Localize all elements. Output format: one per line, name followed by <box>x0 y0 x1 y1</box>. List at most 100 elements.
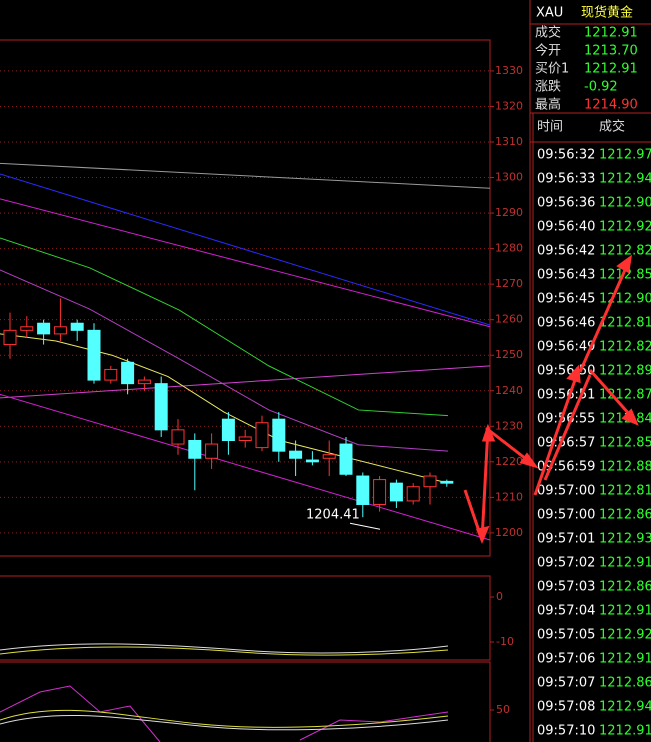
tick-price: 1212.97 <box>599 148 651 163</box>
symbol: XAU <box>536 6 563 21</box>
tick-time: 09:57:00 <box>537 508 595 523</box>
tick-time: 09:57:03 <box>537 580 595 595</box>
indicator-line <box>0 333 449 484</box>
candle-body <box>272 418 286 452</box>
quote-value: 1214.90 <box>584 98 638 113</box>
y-tick-label: 1320 <box>495 99 523 112</box>
tick-price: 1212.91 <box>599 604 651 619</box>
quote-label: 买价1 <box>535 62 569 77</box>
tick-time: 09:57:08 <box>537 700 595 715</box>
tick-price: 1212.89 <box>599 364 651 379</box>
tick-time: 09:56:42 <box>537 244 595 259</box>
quote-label: 成交 <box>535 25 561 41</box>
quote-value: 1213.70 <box>584 44 638 59</box>
tick-price: 1212.86 <box>599 580 651 595</box>
tick-price: 1212.85 <box>599 268 651 283</box>
low-pointer <box>349 522 381 530</box>
tick-time: 09:56:46 <box>537 316 595 331</box>
sub-frame <box>0 661 491 742</box>
tick-price: 1212.91 <box>599 556 651 571</box>
tick-time: 09:56:36 <box>537 196 595 211</box>
indicator-line <box>0 198 491 328</box>
tick-price: 1212.93 <box>599 532 651 547</box>
quote-label: 涨跌 <box>535 79 561 95</box>
tick-time: 09:57:02 <box>537 556 595 571</box>
tick-price: 1212.92 <box>599 220 651 235</box>
y-tick-label: 1230 <box>495 419 523 432</box>
tick-price: 1212.85 <box>599 436 651 451</box>
tick-time: 09:57:01 <box>537 532 595 547</box>
tick-price: 1212.86 <box>599 676 651 691</box>
candle-body <box>20 326 34 331</box>
indicator-line <box>0 393 491 541</box>
indicator-line <box>0 162 491 189</box>
quote-label: 最高 <box>535 97 561 113</box>
tick-time: 09:56:33 <box>537 172 595 187</box>
tick-price: 1212.87 <box>599 388 651 403</box>
tick-price: 1212.92 <box>599 628 651 643</box>
tick-time: 09:56:50 <box>537 364 595 379</box>
candle-body <box>305 459 319 463</box>
column-header: 时间 <box>537 120 563 135</box>
y-tick-label: 1290 <box>495 206 523 219</box>
candle-body <box>137 379 151 385</box>
tick-time: 09:57:10 <box>537 724 595 739</box>
tick-time: 09:57:00 <box>537 484 595 499</box>
tick-time: 09:57:06 <box>537 652 595 667</box>
y-tick-label: 1310 <box>495 135 523 148</box>
candle-body <box>406 486 420 502</box>
tick-price: 1212.81 <box>599 316 651 331</box>
indicator-line <box>0 714 449 731</box>
tick-time: 09:56:55 <box>537 412 595 427</box>
candle-body <box>205 443 219 459</box>
candle-body <box>238 436 252 442</box>
candle-body <box>3 329 17 346</box>
y-tick-label: 1280 <box>495 242 523 255</box>
tick-time: 09:56:40 <box>537 220 595 235</box>
tick-time: 09:57:07 <box>537 676 595 691</box>
y-tick-label: 1270 <box>495 277 523 290</box>
candle-body <box>188 440 202 459</box>
candle-body <box>121 361 135 385</box>
candle-body <box>53 326 67 335</box>
quote-value: 1212.91 <box>584 62 638 77</box>
tick-time: 09:57:04 <box>537 604 595 619</box>
sub-tick-label: 0 <box>496 590 503 603</box>
indicator-line <box>0 237 449 417</box>
quote-value: -0.92 <box>584 80 618 95</box>
tick-time: 09:56:49 <box>537 340 595 355</box>
main-frame <box>0 39 491 557</box>
tick-price: 1212.86 <box>599 508 651 523</box>
sub-frame <box>0 575 491 661</box>
annotation-arrows <box>463 254 639 544</box>
tick-price: 1212.82 <box>599 244 651 259</box>
candle-body <box>373 479 387 505</box>
low-label: 1204.41 <box>306 508 360 523</box>
sub-tick-label: 50 <box>496 703 510 716</box>
tick-price: 1212.82 <box>599 340 651 355</box>
y-tick-label: 1220 <box>495 455 523 468</box>
tick-price: 1212.94 <box>599 700 651 715</box>
tick-price: 1212.94 <box>599 172 651 187</box>
tick-time: 09:56:32 <box>537 148 595 163</box>
tick-price: 1212.90 <box>599 196 651 211</box>
candle-body <box>37 322 51 335</box>
candle-body <box>171 429 185 445</box>
tick-price: 1212.90 <box>599 292 651 307</box>
candle-body <box>255 422 269 449</box>
sub-tick-label: -10 <box>496 635 514 648</box>
indicator-line <box>0 646 449 656</box>
tick-price: 1212.91 <box>599 652 651 667</box>
candle-body <box>322 454 336 459</box>
instrument-name: 现货黄金 <box>581 5 633 21</box>
tick-price: 1212.91 <box>599 724 651 739</box>
y-tick-label: 1210 <box>495 490 523 503</box>
candle-body <box>423 475 437 488</box>
candle-body <box>154 383 168 431</box>
candle-body <box>356 475 370 505</box>
candle-body <box>87 329 101 381</box>
quote-value: 1212.91 <box>584 26 638 41</box>
candle-body <box>389 482 403 502</box>
indicator-line <box>0 269 449 452</box>
